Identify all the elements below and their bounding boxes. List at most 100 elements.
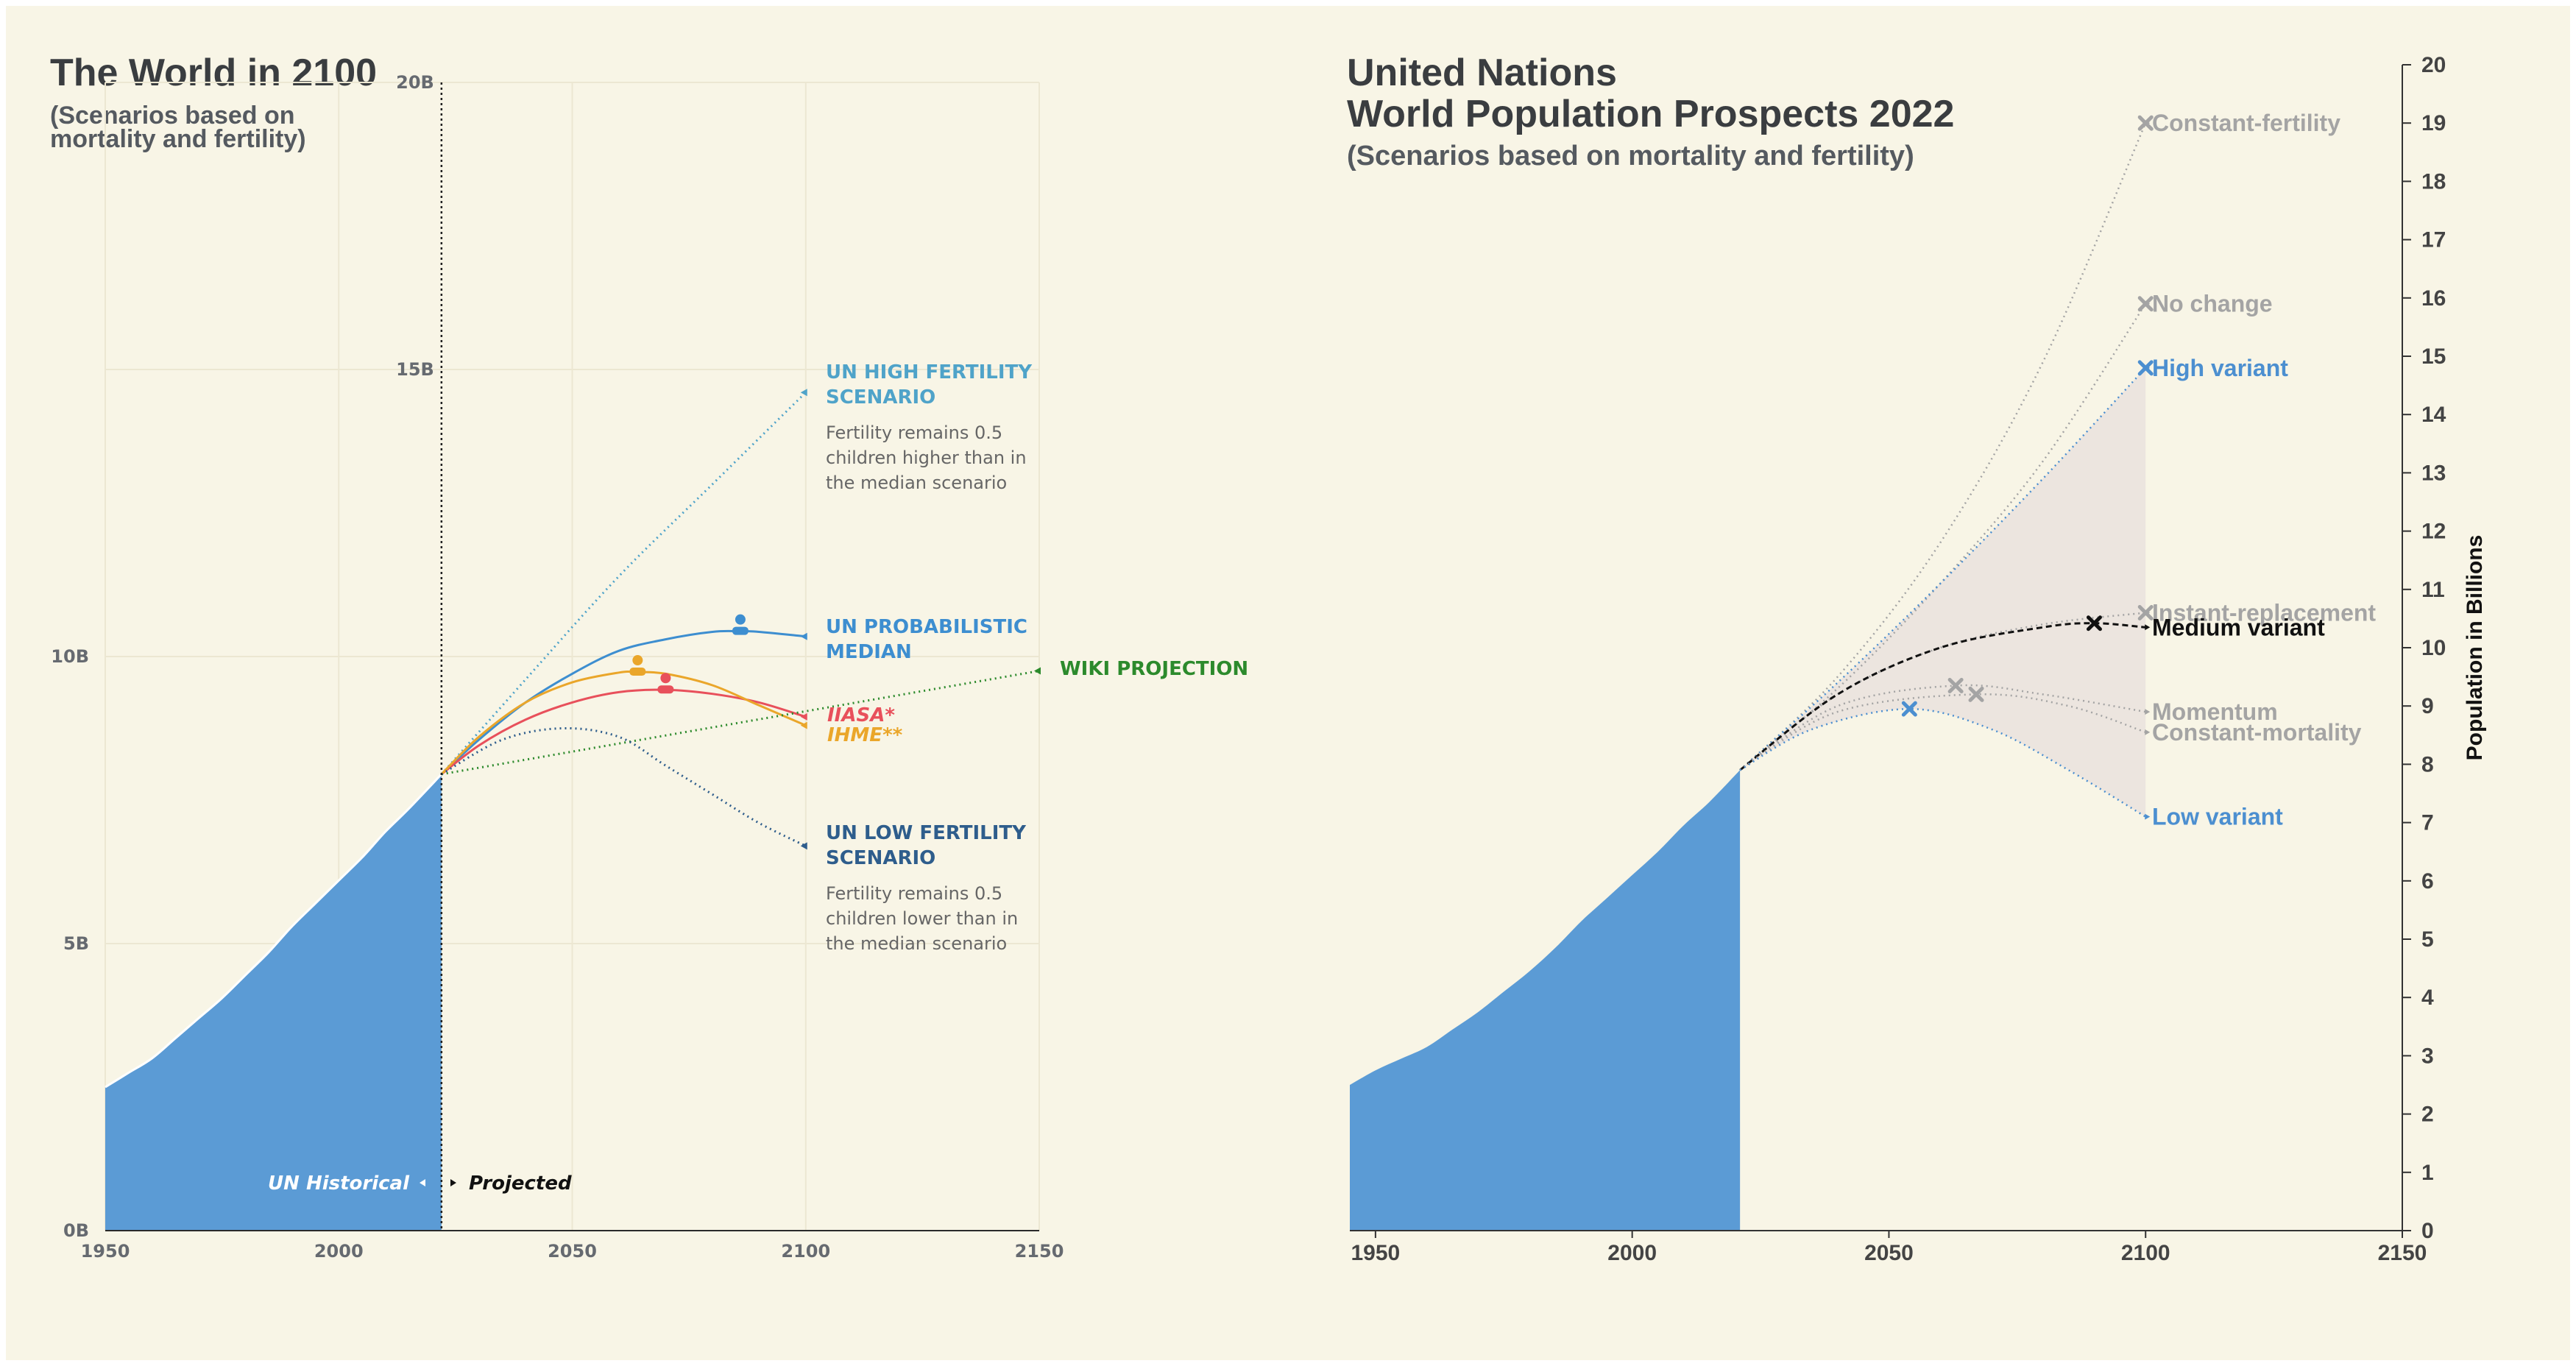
left-label-un-probabilistic-median-1: MEDIAN (826, 641, 912, 663)
marker-x-icon-no-change (2137, 296, 2154, 312)
left-chart: The World in 2100 (Scenarios based on mo… (50, 52, 1248, 1262)
left-axes: 1950 2000 2050 2100 2150 0B 5B 10B 15B 20B (51, 72, 1064, 1262)
right-axes: 1950 2000 2050 2100 215001234567891011121314… (1350, 53, 2446, 1265)
left-y-tick-20: 20B (396, 72, 434, 93)
right-y-tick-18: 18 (2421, 169, 2446, 194)
left-series-labels: UN HIGH FERTILITY SCENARIO Fertility remai… (826, 361, 1248, 954)
right-y-tick-7: 7 (2421, 811, 2434, 835)
left-note-un-high-fertility-scenario-0: Fertility remains 0.5 (826, 422, 1002, 443)
right-x-tick-2150: 2150 (2378, 1241, 2427, 1265)
right-y-tick-20: 20 (2421, 53, 2446, 77)
right-series-labels: Constant-fertility No change High variant I… (2152, 110, 2376, 829)
right-y-tick-8: 8 (2421, 752, 2434, 777)
right-markers (1901, 115, 2154, 717)
historical-arrow-icon (420, 1179, 425, 1186)
right-y-tick-17: 17 (2421, 228, 2446, 252)
left-y-tick-15: 15B (396, 359, 434, 380)
left-note-un-low-fertility-scenario-2: the median scenario (826, 933, 1007, 954)
left-label-un-low-fertility-scenario-0: UN LOW FERTILITY (826, 822, 1027, 844)
left-label-un-high-fertility-scenario-1: SCENARIO (826, 386, 935, 408)
left-label-iiasa-0: IIASA* (827, 704, 895, 726)
right-series-line-high-variant (1739, 367, 2147, 771)
right-series-end-arrow-momentum (2145, 709, 2151, 715)
left-chart-subtitle-line-2: mortality and fertility) (50, 125, 306, 153)
left-series (440, 389, 1041, 850)
right-label-high-variant: High variant (2152, 355, 2288, 381)
marker-x-icon-medium-variant (2086, 615, 2102, 632)
projected-label: Projected (469, 1172, 572, 1195)
left-y-tick-5: 5B (63, 933, 89, 954)
left-series-end-arrow-un-probabilistic-median (800, 632, 807, 640)
left-y-tick-0: 0B (63, 1220, 89, 1241)
right-y-tick-4: 4 (2421, 986, 2434, 1010)
right-label-momentum: Momentum (2152, 698, 2278, 725)
left-label-un-low-fertility-scenario-1: SCENARIO (826, 847, 935, 869)
left-y-tick-10: 10B (51, 646, 89, 667)
marker-x-icon-constant-mortality (1968, 686, 1984, 702)
right-y-tick-11: 11 (2421, 578, 2445, 602)
left-note-un-high-fertility-scenario-1: children higher than in (826, 448, 1027, 468)
right-chart-title-line-1: United Nations (1347, 52, 1617, 94)
left-series-line-wiki-projection (441, 670, 1040, 776)
right-y-tick-9: 9 (2421, 694, 2434, 718)
right-label-constant-mortality: Constant-mortality (2152, 719, 2362, 746)
right-series-end-arrow-low-variant (2145, 813, 2151, 820)
right-y-tick-5: 5 (2421, 927, 2434, 952)
left-series-line-un-high-fertility-scenario (440, 392, 807, 775)
right-y-tick-14: 14 (2421, 403, 2446, 427)
left-note-un-low-fertility-scenario-1: children lower than in (826, 908, 1018, 929)
left-note-un-low-fertility-scenario-0: Fertility remains 0.5 (826, 883, 1002, 904)
left-historical-area (105, 773, 442, 1231)
right-x-tick-2100: 2100 (2121, 1241, 2170, 1265)
right-label-instant-replacement: Instant-replacement (2152, 599, 2376, 626)
left-series-end-arrow-un-low-fertility-scenario (800, 842, 807, 850)
right-y-tick-0: 0 (2421, 1219, 2434, 1243)
left-chart-title: The World in 2100 (50, 52, 377, 94)
right-y-axis-label: Population in Billions (2463, 535, 2487, 761)
right-series-end-arrow-constant-mortality (2145, 729, 2151, 735)
left-label-ihme-0: IHME** (827, 724, 903, 746)
right-chart: United Nations World Population Prospect… (1347, 52, 2487, 1265)
marker-x-icon-constant-fertility (2137, 115, 2154, 131)
left-series-end-arrow-iiasa (800, 712, 807, 721)
right-historical-area (1350, 770, 1741, 1231)
left-label-un-probabilistic-median-0: UN PROBABILISTIC (826, 616, 1027, 638)
peak-person-icon-ihme (629, 655, 646, 676)
right-y-tick-10: 10 (2421, 636, 2446, 660)
right-chart-title-line-2: World Population Prospects 2022 (1347, 93, 1954, 135)
projected-arrow-icon (450, 1179, 456, 1186)
left-chart-subtitle-line-1: (Scenarios based on (50, 102, 295, 130)
right-label-constant-fertility: Constant-fertility (2152, 110, 2340, 136)
right-chart-subtitle: (Scenarios based on mortality and fertil… (1347, 141, 1914, 171)
right-y-tick-15: 15 (2421, 344, 2446, 369)
right-series-end-arrow-medium-variant (2145, 624, 2151, 631)
variant-band (1740, 367, 2146, 817)
marker-x-icon-low-variant (1901, 701, 1917, 717)
left-x-tick-2050: 2050 (548, 1241, 597, 1262)
left-x-tick-1950: 1950 (81, 1241, 130, 1262)
left-series-line-un-low-fertility-scenario (441, 726, 807, 847)
right-y-tick-1: 1 (2421, 1161, 2434, 1185)
right-y-tick-13: 13 (2421, 461, 2446, 485)
right-y-tick-3: 3 (2421, 1044, 2434, 1068)
right-x-tick-1950: 1950 (1351, 1241, 1401, 1265)
left-label-un-high-fertility-scenario-0: UN HIGH FERTILITY (826, 361, 1033, 383)
right-label-no-change: No change (2152, 291, 2273, 317)
right-y-tick-2: 2 (2421, 1103, 2434, 1127)
left-x-tick-2000: 2000 (314, 1241, 364, 1262)
left-series-line-ihme (440, 670, 807, 775)
peak-person-icon-iiasa (657, 673, 674, 694)
right-x-tick-2000: 2000 (1607, 1241, 1657, 1265)
left-series-end-arrow-un-high-fertility-scenario (800, 389, 807, 397)
left-series-end-arrow-wiki-projection (1034, 667, 1041, 675)
right-label-low-variant: Low variant (2152, 804, 2283, 830)
right-historical-area-fill (1350, 770, 1741, 1231)
marker-x-icon-momentum (1947, 677, 1964, 693)
variant-band-fill (1740, 367, 2146, 817)
right-label-medium-variant: Medium variant (2152, 614, 2325, 640)
left-note-un-high-fertility-scenario-2: the median scenario (826, 473, 1007, 493)
left-x-tick-2100: 2100 (781, 1241, 830, 1262)
right-y-tick-6: 6 (2421, 869, 2434, 894)
right-y-tick-19: 19 (2421, 111, 2446, 135)
